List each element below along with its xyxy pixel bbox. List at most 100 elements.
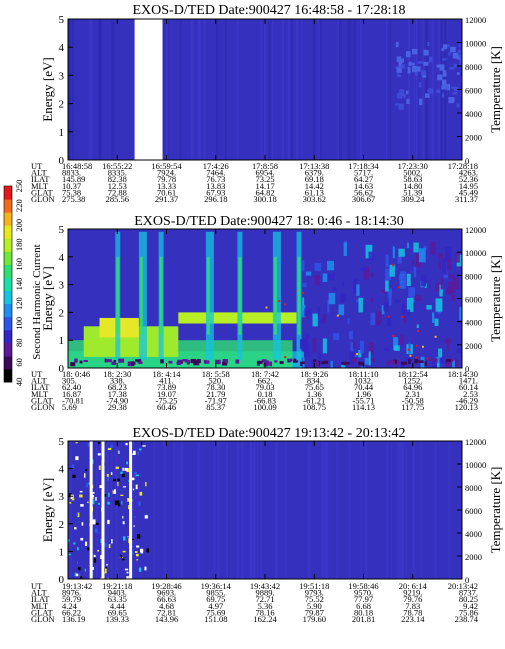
- noise-speckle: [146, 548, 150, 553]
- table-cell: 305.: [62, 376, 77, 386]
- streak: [405, 441, 407, 579]
- y2-tick-label: 12000: [465, 437, 486, 447]
- texture-patch: [118, 358, 125, 363]
- table-cell: 114.13: [352, 402, 375, 412]
- streak: [364, 441, 368, 579]
- table-cell: 17.38: [108, 389, 127, 399]
- noise-speckle: [69, 501, 72, 504]
- table-cell: 2.31: [405, 389, 420, 399]
- blue-patch: [441, 79, 447, 87]
- speckle: [415, 356, 418, 359]
- streak: [281, 19, 285, 160]
- table-cell: 64.96: [403, 382, 422, 392]
- noise-speckle: [131, 453, 134, 455]
- texture-patch: [386, 316, 392, 326]
- blue-patch: [397, 92, 403, 99]
- colorbar-tick-label: 40: [14, 378, 24, 387]
- table-row-label: MLT: [31, 181, 49, 191]
- blue-patch: [395, 41, 399, 48]
- blue-patch: [410, 62, 415, 66]
- texture-patch: [389, 360, 395, 365]
- texture-patch: [440, 278, 444, 290]
- table-cell: 70.61: [157, 187, 176, 197]
- y2-tick-label: 10000: [465, 460, 486, 470]
- noise-speckle: [125, 442, 128, 446]
- colorbar-tick-label: 100: [14, 317, 24, 330]
- noise-speckle: [107, 501, 110, 505]
- table-cell: 82.38: [108, 174, 127, 184]
- noise-speckle: [112, 478, 116, 482]
- noise-speckle: [131, 477, 135, 481]
- noise-speckle: [134, 516, 136, 518]
- texture-patch: [438, 253, 443, 259]
- table-cell: 143.96: [155, 614, 178, 624]
- speckle: [434, 335, 437, 338]
- noise-speckle: [72, 474, 76, 478]
- table-cell: 338.: [110, 376, 125, 386]
- blue-patch: [407, 67, 411, 74]
- y2-tick-label: 10000: [465, 39, 486, 49]
- table-cell: 311.37: [455, 194, 478, 204]
- noise-speckle: [139, 491, 143, 496]
- table-cell: 1032.: [354, 376, 373, 386]
- table-cell: 14.80: [403, 181, 422, 191]
- noise-speckle: [133, 525, 135, 527]
- blue-patch: [450, 46, 456, 53]
- texture-patch: [406, 309, 411, 317]
- noise-speckle: [114, 500, 118, 506]
- streak: [177, 441, 179, 579]
- streak: [180, 441, 183, 579]
- blue-patch: [446, 83, 451, 91]
- y2-tick-label: 2000: [465, 133, 482, 143]
- blue-patch: [459, 53, 462, 59]
- table-row-label: ILAT: [31, 174, 50, 184]
- table-cell: 64.82: [255, 187, 274, 197]
- streak: [173, 441, 176, 579]
- table-cell: 17:4:26: [203, 161, 229, 171]
- blue-patch: [395, 103, 399, 106]
- noise-speckle: [107, 475, 110, 481]
- noise-speckle: [139, 448, 142, 451]
- table-cell: 79.87: [305, 607, 324, 617]
- texture-patch: [384, 347, 390, 352]
- streak: [321, 441, 325, 579]
- table-cell: 60.46: [157, 402, 176, 412]
- noise-speckle: [106, 563, 108, 566]
- speckle: [409, 354, 412, 357]
- table-cell: 69.65: [108, 607, 127, 617]
- table-cell: 238.74: [455, 614, 479, 624]
- table-cell: 1252.: [403, 376, 422, 386]
- streak: [307, 441, 310, 579]
- blue-patch: [399, 58, 404, 63]
- noise-speckle: [76, 561, 79, 565]
- y-tick-label: 2: [59, 307, 65, 319]
- y2-tick-label: 6000: [465, 295, 482, 305]
- texture-patch: [111, 361, 117, 365]
- colorbar-tick-label: 160: [14, 258, 24, 271]
- noise-speckle: [110, 472, 113, 475]
- streak: [385, 441, 389, 579]
- noise-speckle: [135, 474, 139, 477]
- y2-tick-label: 8000: [465, 271, 482, 281]
- texture-patch: [70, 362, 76, 367]
- texture-patch: [407, 242, 410, 249]
- noise-speckle: [126, 576, 129, 579]
- texture-patch: [204, 360, 210, 364]
- texture-patch: [358, 297, 363, 313]
- noise-speckle: [121, 501, 123, 505]
- streak: [413, 19, 415, 160]
- colorbar-swatch: [4, 186, 12, 200]
- table-cell: 291.37: [155, 194, 178, 204]
- blue-patch: [458, 49, 462, 54]
- table-cell: 19:28:46: [151, 581, 181, 591]
- streak: [252, 441, 256, 579]
- texture-patch: [106, 359, 112, 363]
- noise-speckle: [122, 467, 124, 471]
- noise-speckle: [86, 482, 88, 488]
- texture-patch: [317, 306, 320, 317]
- table-cell: 63.35: [108, 594, 127, 604]
- blue-patch: [403, 93, 406, 99]
- blue-patch: [418, 98, 423, 106]
- y2-tick-label: 4000: [465, 318, 482, 328]
- streak: [70, 441, 72, 579]
